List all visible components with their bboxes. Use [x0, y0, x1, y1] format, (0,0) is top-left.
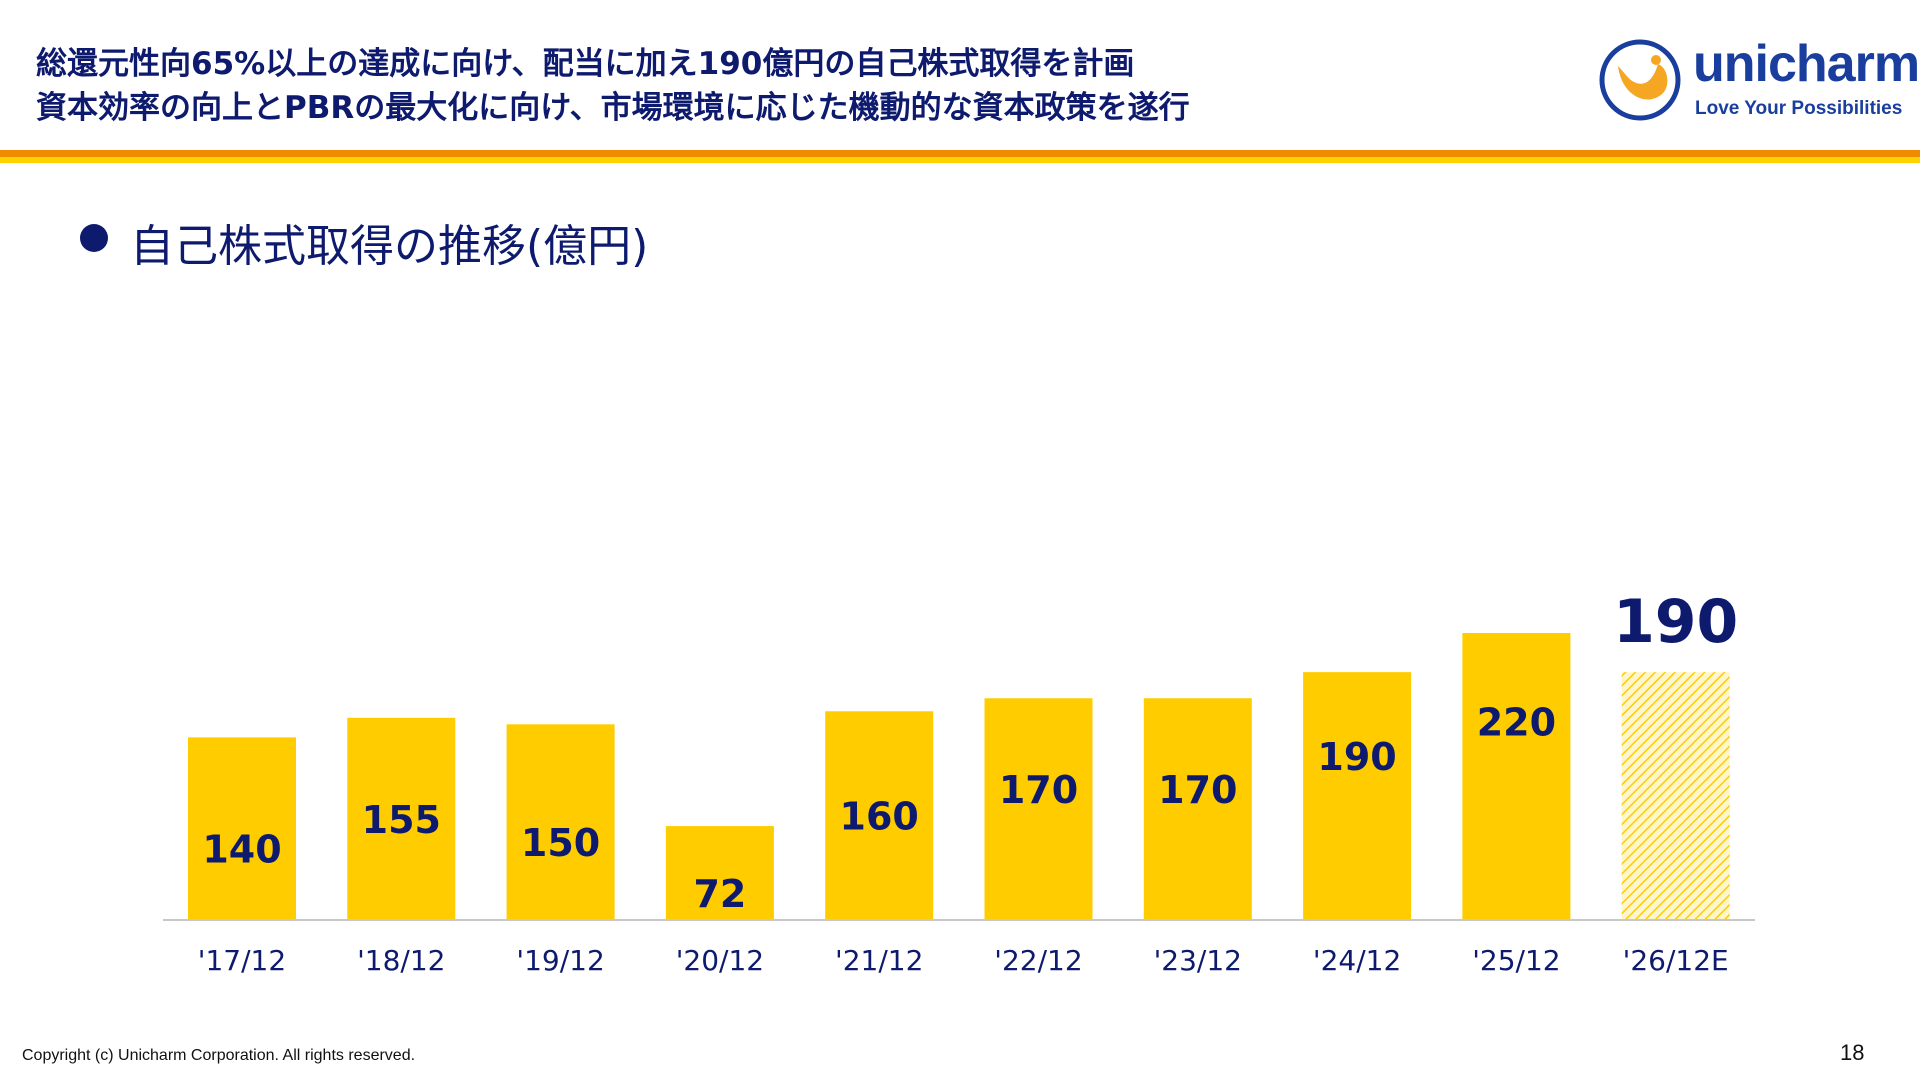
bar-forecast [1621, 672, 1730, 920]
x-tick-label: '23/12 [1154, 944, 1242, 977]
page-number: 18 [1840, 1040, 1865, 1065]
bar [1143, 698, 1252, 920]
bar [1462, 633, 1571, 920]
header-rule-yellow [0, 157, 1920, 163]
logo-wordmark: unicharm [1693, 35, 1920, 93]
x-tick-label: '19/12 [516, 944, 604, 977]
data-label: 155 [362, 798, 441, 842]
headline-line-1: 総還元性向65%以上の達成に向け、配当に加え190億円の自己株式取得を計画 [36, 46, 1135, 82]
unicharm-logo: unicharm Love Your Possibilities [1598, 35, 1920, 122]
headline-line-2: 資本効率の向上とPBRの最大化に向け、市場環境に応じた機動的な資本政策を遂行 [36, 90, 1190, 126]
header-rule-orange [0, 150, 1920, 157]
x-tick-label: '22/12 [994, 944, 1082, 977]
x-tick-label: '18/12 [357, 944, 445, 977]
header: 総還元性向65%以上の達成に向け、配当に加え190億円の自己株式取得を計画 資本… [0, 0, 1920, 150]
x-tick-label: '24/12 [1313, 944, 1401, 977]
x-tick-label: '17/12 [198, 944, 286, 977]
bar [1303, 672, 1412, 920]
x-tick-label: '25/12 [1472, 944, 1560, 977]
data-label: 190 [1317, 735, 1396, 779]
bar [984, 698, 1093, 920]
data-label: 170 [1158, 768, 1237, 812]
x-tick-label: '26/12E [1623, 944, 1729, 977]
data-label: 170 [999, 768, 1078, 812]
x-tick-label: '21/12 [835, 944, 923, 977]
section-title: 自己株式取得の推移(億円) [130, 221, 649, 272]
copyright-text: Copyright (c) Unicharm Corporation. All … [22, 1047, 416, 1064]
x-tick-label: '20/12 [676, 944, 764, 977]
unicharm-logo-icon [1599, 39, 1681, 121]
data-label: 140 [202, 828, 281, 872]
data-label: 160 [840, 795, 919, 839]
bar [825, 711, 934, 920]
data-label-forecast: 190 [1613, 587, 1738, 657]
bar [506, 724, 615, 920]
bar [665, 826, 774, 920]
data-label: 150 [521, 821, 600, 865]
bar-chart: 140 '17/12 155 '18/12 150 '19/12 72 '20/12 160 '2… [163, 587, 1755, 977]
data-label: 220 [1477, 701, 1556, 745]
logo-tagline: Love Your Possibilities [1695, 98, 1903, 119]
bullet-icon [80, 224, 108, 252]
data-label: 72 [693, 872, 746, 916]
bar [188, 737, 296, 920]
bar [347, 717, 456, 920]
